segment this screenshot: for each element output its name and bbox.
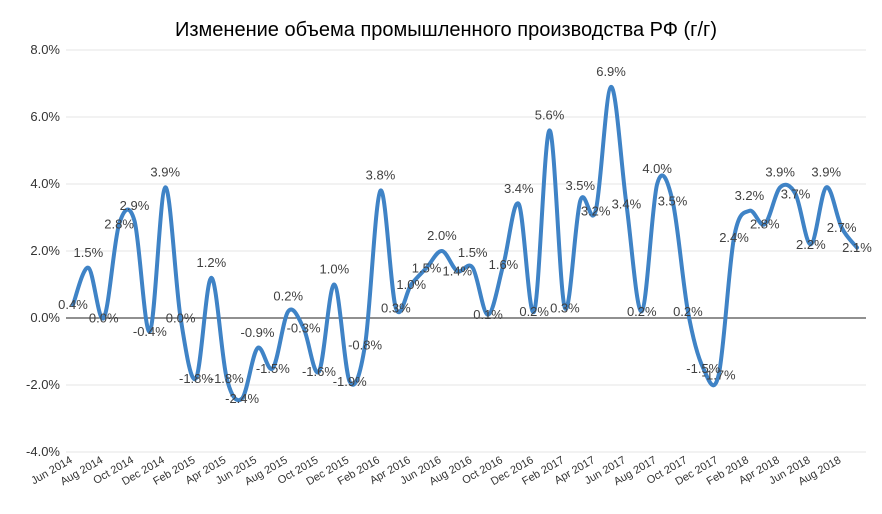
data-label: 1.5% xyxy=(74,245,104,260)
data-label: 1.2% xyxy=(197,255,227,270)
gridlines xyxy=(66,49,866,453)
data-label: 3.8% xyxy=(366,168,396,183)
data-label: 0.1% xyxy=(473,307,503,322)
data-label: 0.2% xyxy=(627,304,657,319)
data-label: -1.5% xyxy=(686,361,720,376)
data-label: 1.0% xyxy=(320,262,350,277)
data-label: -1.9% xyxy=(333,374,367,389)
data-label: 0.2% xyxy=(273,288,303,303)
data-label: 0.2% xyxy=(673,304,703,319)
data-label: -0.9% xyxy=(240,325,274,340)
y-tick-label: 8.0% xyxy=(30,42,60,57)
data-label: 2.2% xyxy=(796,237,826,252)
data-label: -2.4% xyxy=(225,391,259,406)
data-label: 1.4% xyxy=(442,264,472,279)
data-label: 5.6% xyxy=(535,107,565,122)
y-tick-label: 0.0% xyxy=(30,310,60,325)
data-label: 0.0% xyxy=(89,311,119,326)
data-label: 3.4% xyxy=(612,197,642,212)
data-labels: 0.4% 1.5% 0.0% 2.8% 2.9% -0.4% 3.9% 0.0% -1.8% 1.… xyxy=(58,64,872,406)
data-label: 3.9% xyxy=(811,164,841,179)
data-label: 2.4% xyxy=(719,230,749,245)
data-label: 3.5% xyxy=(658,193,688,208)
data-label: 2.0% xyxy=(427,228,457,243)
data-label: -1.8% xyxy=(179,371,213,386)
data-label: 2.9% xyxy=(120,198,150,213)
data-label: 4.0% xyxy=(642,161,672,176)
data-label: 2.7% xyxy=(827,220,857,235)
data-label: 1.0% xyxy=(396,277,426,292)
data-label: 0.3% xyxy=(381,300,411,315)
data-label: 3.2% xyxy=(581,203,611,218)
data-label: 3.2% xyxy=(735,188,765,203)
y-tick-label: 4.0% xyxy=(30,176,60,191)
data-label: -0.4% xyxy=(133,324,167,339)
data-label: 3.9% xyxy=(765,164,795,179)
data-label: 3.4% xyxy=(504,181,534,196)
y-tick-label: -2.0% xyxy=(26,377,60,392)
data-label: 6.9% xyxy=(596,64,626,79)
chart-title: Изменение объема промышленного производс… xyxy=(175,19,717,41)
data-label: 1.6% xyxy=(489,257,519,272)
y-tick-label: 6.0% xyxy=(30,109,60,124)
y-tick-label: -4.0% xyxy=(26,444,60,459)
data-label: 0.4% xyxy=(58,297,88,312)
y-axis-ticks: -4.0% -2.0% 0.0% 2.0% 4.0% 6.0% 8.0% xyxy=(26,42,60,459)
data-label: 0.0% xyxy=(166,311,196,326)
series-line xyxy=(71,84,859,403)
data-label: -0.3% xyxy=(287,321,321,336)
data-label: -1.6% xyxy=(302,364,336,379)
data-label: 0.3% xyxy=(550,300,580,315)
data-label: 2.8% xyxy=(750,217,780,232)
data-label: 3.9% xyxy=(150,164,180,179)
data-label: 1.5% xyxy=(412,260,442,275)
data-label: 2.8% xyxy=(104,217,134,232)
data-label: 3.7% xyxy=(781,187,811,202)
data-label: -1.7% xyxy=(702,367,736,382)
data-label: 1.5% xyxy=(458,245,488,260)
data-label: -1.8% xyxy=(210,371,244,386)
y-tick-label: 2.0% xyxy=(30,243,60,258)
data-label: 0.2% xyxy=(519,304,549,319)
data-label: -1.5% xyxy=(256,361,290,376)
data-label: 3.5% xyxy=(565,178,595,193)
data-label: -0.8% xyxy=(348,337,382,352)
data-label: 2.1% xyxy=(842,240,872,255)
